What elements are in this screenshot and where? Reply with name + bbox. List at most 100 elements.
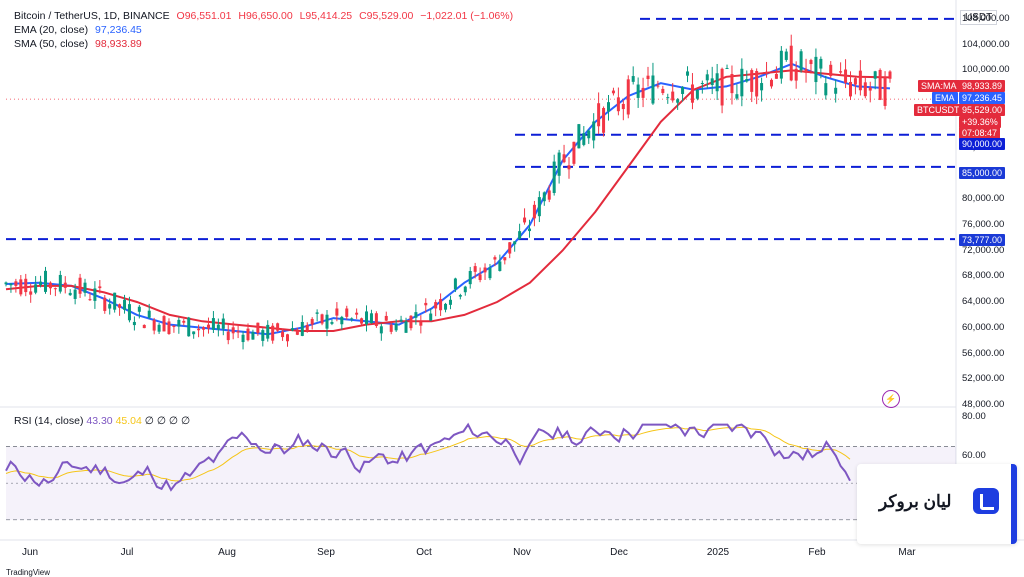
candle-body [458, 295, 462, 297]
candle-body [715, 73, 719, 92]
high-value: H96,650.00 [238, 10, 293, 22]
candle-body [226, 331, 230, 341]
low-value: L95,414.25 [299, 10, 353, 22]
time-tick-label: Feb [808, 547, 826, 558]
open-value: O96,551.01 [176, 10, 232, 22]
price-tick-label: 72,000.00 [962, 244, 1005, 256]
candle-body [532, 204, 536, 219]
candle-body [789, 45, 793, 81]
candle-body [68, 292, 72, 296]
level-90000-tag: 90,000.00 [959, 138, 1006, 150]
candle-body [690, 84, 694, 103]
candle-body [246, 328, 250, 341]
candle-body [434, 302, 438, 309]
candle-body [429, 313, 433, 321]
candle-body [463, 286, 467, 293]
candle-body [809, 60, 813, 65]
price-tick-label: 80,000.00 [962, 193, 1005, 205]
level-85000-tag: 85,000.00 [959, 167, 1006, 179]
candle-body [523, 217, 527, 223]
candle-body [167, 321, 171, 335]
candle-body [281, 331, 285, 338]
price-tag: 95,529.00 [959, 104, 1006, 116]
candle-body [147, 310, 151, 318]
price-tick-label: 48,000.00 [962, 399, 1005, 410]
candle-body [853, 78, 857, 85]
sma-value: 98,933.89 [95, 38, 142, 50]
candle-body [493, 257, 497, 260]
lightning-icon[interactable]: ⚡ [882, 390, 900, 408]
candle-body [824, 83, 828, 96]
candle-body [651, 75, 655, 104]
candle-body [137, 306, 141, 312]
price-tick-label: 56,000.00 [962, 347, 1005, 359]
candle-body [478, 274, 482, 281]
candle-body [365, 311, 369, 325]
candle-body [103, 297, 107, 311]
candle-body [508, 242, 512, 254]
candle-body [197, 328, 201, 331]
candle-body [152, 320, 156, 331]
rsi-legend[interactable]: RSI (14, close) 43.30 45.04 ∅ ∅ ∅ ∅ [14, 415, 190, 427]
candle-body [335, 308, 339, 316]
candle-body [863, 82, 867, 97]
sma-tag: SMA:MA [918, 80, 960, 92]
candle-body [844, 69, 848, 83]
candle-body [547, 190, 551, 200]
time-tick-label: Sep [317, 547, 335, 558]
price-tick-label: 60,000.00 [962, 321, 1005, 333]
ema-tag-value: 97,236.45 [959, 92, 1006, 104]
candle-body [285, 334, 289, 342]
candle-body [878, 69, 882, 100]
candle-body [720, 68, 724, 106]
ema-value: 97,236.45 [95, 24, 142, 36]
candle-body [295, 330, 299, 335]
candle-body [710, 78, 714, 85]
candle-body [39, 281, 43, 285]
candle-body [320, 314, 324, 324]
candle-body [369, 313, 373, 324]
sma-tag-value: 98,933.89 [959, 80, 1006, 92]
candle-body [557, 152, 561, 176]
series-line-sma [5, 69, 891, 332]
candle-body [636, 84, 640, 98]
candle-body [241, 334, 245, 343]
candle-body [93, 288, 97, 301]
candle-body [562, 154, 566, 163]
candle-body [513, 241, 517, 245]
candle-body [755, 71, 759, 97]
candle-body [503, 257, 507, 261]
time-tick-label: Oct [416, 547, 432, 558]
price-tick-label: 68,000.00 [962, 270, 1005, 282]
brand-logo-icon [973, 488, 999, 514]
candle-body [172, 325, 176, 327]
candle-body [192, 331, 196, 335]
candle-body [63, 282, 67, 288]
price-tick-label: 76,000.00 [962, 218, 1005, 230]
close-value: C95,529.00 [359, 10, 414, 22]
symbol-title[interactable]: Bitcoin / TetherUS, 1D, BINANCE [14, 10, 170, 22]
candle-body [256, 322, 260, 333]
candle-body [78, 277, 82, 294]
sma-label: SMA (50, close) [14, 38, 89, 50]
candle-body [389, 324, 393, 332]
brand-name: لیان بروکر [879, 492, 952, 511]
ema-legend[interactable]: EMA (20, close) 97,236.45 [14, 24, 146, 37]
time-tick-label: Jul [120, 547, 134, 558]
sma-legend[interactable]: SMA (50, close) 98,933.89 [14, 38, 146, 51]
candle-body [666, 97, 670, 99]
candle-body [19, 279, 23, 295]
candle-body [123, 299, 127, 310]
candle-body [542, 192, 546, 202]
candle-body [305, 324, 309, 331]
candle-body [527, 228, 531, 232]
candle-body [325, 314, 329, 329]
countdown-tag: 07:08:47 [959, 127, 1001, 139]
candle-body [182, 320, 186, 323]
candle-body [621, 103, 625, 110]
currency-label[interactable]: USDT [960, 10, 998, 25]
rsi-axis-80: 80.00 [962, 411, 986, 422]
price-tick-label: 100,000.00 [962, 64, 1010, 76]
